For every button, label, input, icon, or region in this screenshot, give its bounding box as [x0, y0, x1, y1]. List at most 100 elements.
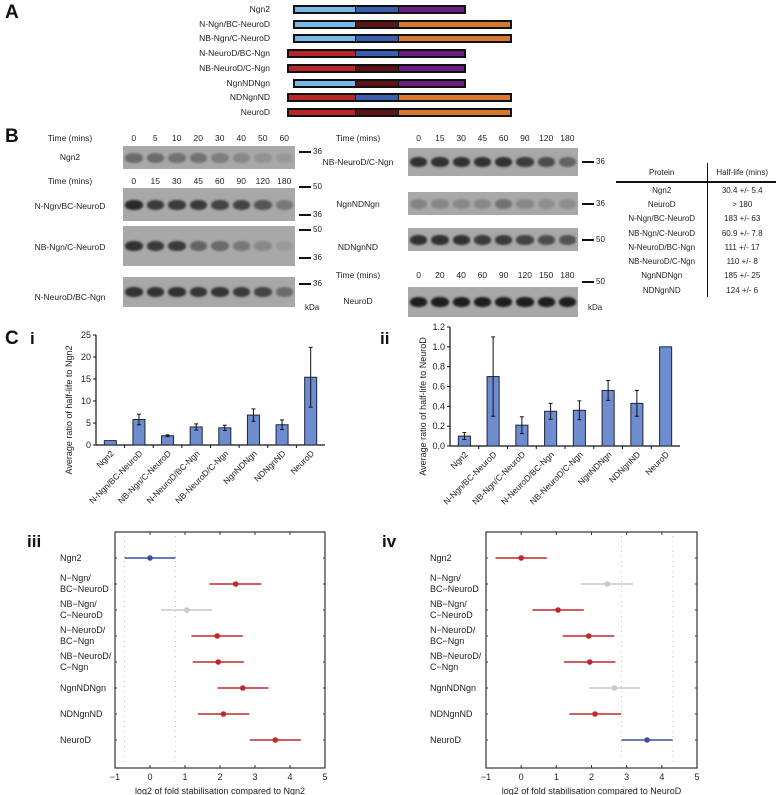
construct-label: NB-Ngn/C-NeuroD: [199, 33, 270, 44]
row-label-line: N−NeuroD/: [430, 625, 476, 635]
time-point: 0: [131, 176, 137, 186]
domain-n-terminal-neurod: [289, 95, 356, 101]
x-tick-label: 2: [217, 772, 222, 782]
point-estimate: [215, 659, 222, 665]
point-estimate: [147, 555, 153, 561]
time-point: 0: [416, 270, 421, 280]
construct-bar: [287, 93, 512, 103]
x-tick-label: 0: [147, 772, 152, 782]
time-axis-label: Time (mins): [47, 133, 93, 143]
x-tick-label: NDNgnND: [252, 448, 287, 483]
row-label: NgnNDNgn: [430, 683, 476, 693]
domain-n-terminal-ngn: [295, 7, 356, 12]
time-points: 0 5 10 20 30 40 50 60: [123, 133, 295, 145]
plot-frame: [114, 531, 326, 769]
row-label-line: NB−Ngn/: [430, 599, 467, 609]
protein-band: [146, 241, 164, 251]
table-row: NDNgnND 124 +/- 6: [616, 283, 776, 298]
protein-band: [189, 152, 207, 163]
mw-marker: 50: [582, 277, 605, 286]
protein-band: [232, 287, 250, 297]
protein-band: [275, 241, 293, 251]
x-axis-label: log2 of fold stabilisation compared to N…: [502, 786, 682, 795]
protein-band: [516, 198, 534, 209]
protein-band: [125, 241, 143, 251]
point-estimate: [611, 685, 618, 691]
protein-band: [516, 297, 534, 307]
x-tick-label: N-Ngn/BC-NeuroD: [87, 448, 144, 505]
table-row: NB-NeuroD/C-Ngn 110 +/- 8: [616, 254, 776, 269]
point-estimate: [555, 607, 561, 613]
protein-cell: NgnNDNgn: [641, 271, 683, 281]
domain-n-terminal-ngn: [295, 36, 356, 42]
construct-bar: [287, 107, 512, 117]
time-point: 40: [236, 133, 246, 143]
protein-band: [431, 297, 449, 307]
x-tick-label: 2: [589, 772, 594, 782]
blot-image: [123, 226, 295, 266]
blot-label: NB-NeuroD/C-Ngn: [322, 157, 394, 167]
protein-band: [211, 241, 229, 251]
protein-band: [473, 157, 491, 167]
time-point: 90: [236, 176, 246, 186]
row-label-line: NgnNDNgn: [430, 683, 476, 693]
row-label-line: BC−NeuroD: [430, 584, 479, 594]
y-tick-label: 10: [81, 396, 91, 406]
row-label: NDNgnND: [60, 709, 103, 719]
protein-band: [410, 297, 428, 307]
y-tick-label: 0.2: [432, 421, 445, 431]
x-tick-label: NB-Ngn/C-NeuroD: [116, 448, 173, 505]
x-tick-label: Ngn2: [94, 448, 116, 470]
kda-label: kDa: [588, 303, 603, 312]
protein-band: [168, 199, 186, 210]
domain-n-terminal-neurod: [289, 51, 356, 57]
protein-band: [146, 199, 164, 210]
construct-bar: [287, 49, 466, 59]
time-point: 10: [172, 133, 182, 143]
time-point: 60: [215, 176, 225, 186]
time-point: 15: [435, 133, 445, 143]
y-tick-label: 1.2: [432, 322, 445, 332]
mw-marker: 36: [299, 210, 322, 219]
time-point: 60: [279, 133, 289, 143]
row-label-line: BC−NeuroD: [60, 584, 109, 594]
protein-band: [452, 157, 470, 167]
x-tick-label: 3: [252, 772, 257, 782]
row-label-line: C−Ngn: [60, 662, 88, 672]
protein-cell: NB-Ngn/C-NeuroD: [628, 228, 696, 238]
x-tick-label: −1: [481, 772, 491, 782]
protein-band: [189, 199, 207, 210]
x-tick-label: N-NeuroD/BC-Ngn: [144, 448, 201, 505]
point-estimate: [518, 555, 524, 561]
protein-cell: NB-NeuroD/C-Ngn: [628, 257, 696, 267]
mw-marker: 36: [299, 253, 322, 262]
blot-label: NeuroD: [343, 296, 373, 306]
row-label-line: Ngn2: [60, 553, 82, 563]
row-label-line: C−NeuroD: [430, 610, 473, 620]
protein-band: [232, 241, 250, 251]
domain-basic-neurod: [355, 80, 398, 86]
blot-image: [408, 287, 578, 317]
x-tick-label: NDNgnND: [607, 449, 642, 484]
protein-band: [168, 241, 186, 251]
x-tick-label: 3: [624, 772, 629, 782]
construct-label: NgnNDNgn: [226, 77, 270, 88]
domain-c-terminal-ngn: [397, 51, 464, 57]
time-point: 180: [277, 176, 292, 186]
panel-cii-letter: ii: [380, 329, 390, 348]
construct-label: Ngn2: [249, 4, 270, 14]
row-label: NeuroD: [430, 735, 462, 745]
time-point: 0: [131, 133, 137, 143]
time-point: 5: [152, 133, 158, 143]
point-estimate: [239, 685, 246, 691]
time-axis-label: Time (mins): [47, 176, 93, 186]
construct-label: NeuroD: [240, 106, 270, 117]
x-tick-label: N-NeuroD/BC-Ngn: [499, 449, 556, 506]
time-point: 150: [539, 270, 554, 280]
domain-basic-neurod: [355, 21, 399, 27]
half-life-cell: 185 +/- 25: [707, 268, 776, 284]
protein-band: [232, 152, 250, 163]
domain-basic-neurod: [355, 109, 399, 115]
protein-cell: NDNgnND: [642, 285, 681, 295]
protein-band: [168, 287, 186, 297]
